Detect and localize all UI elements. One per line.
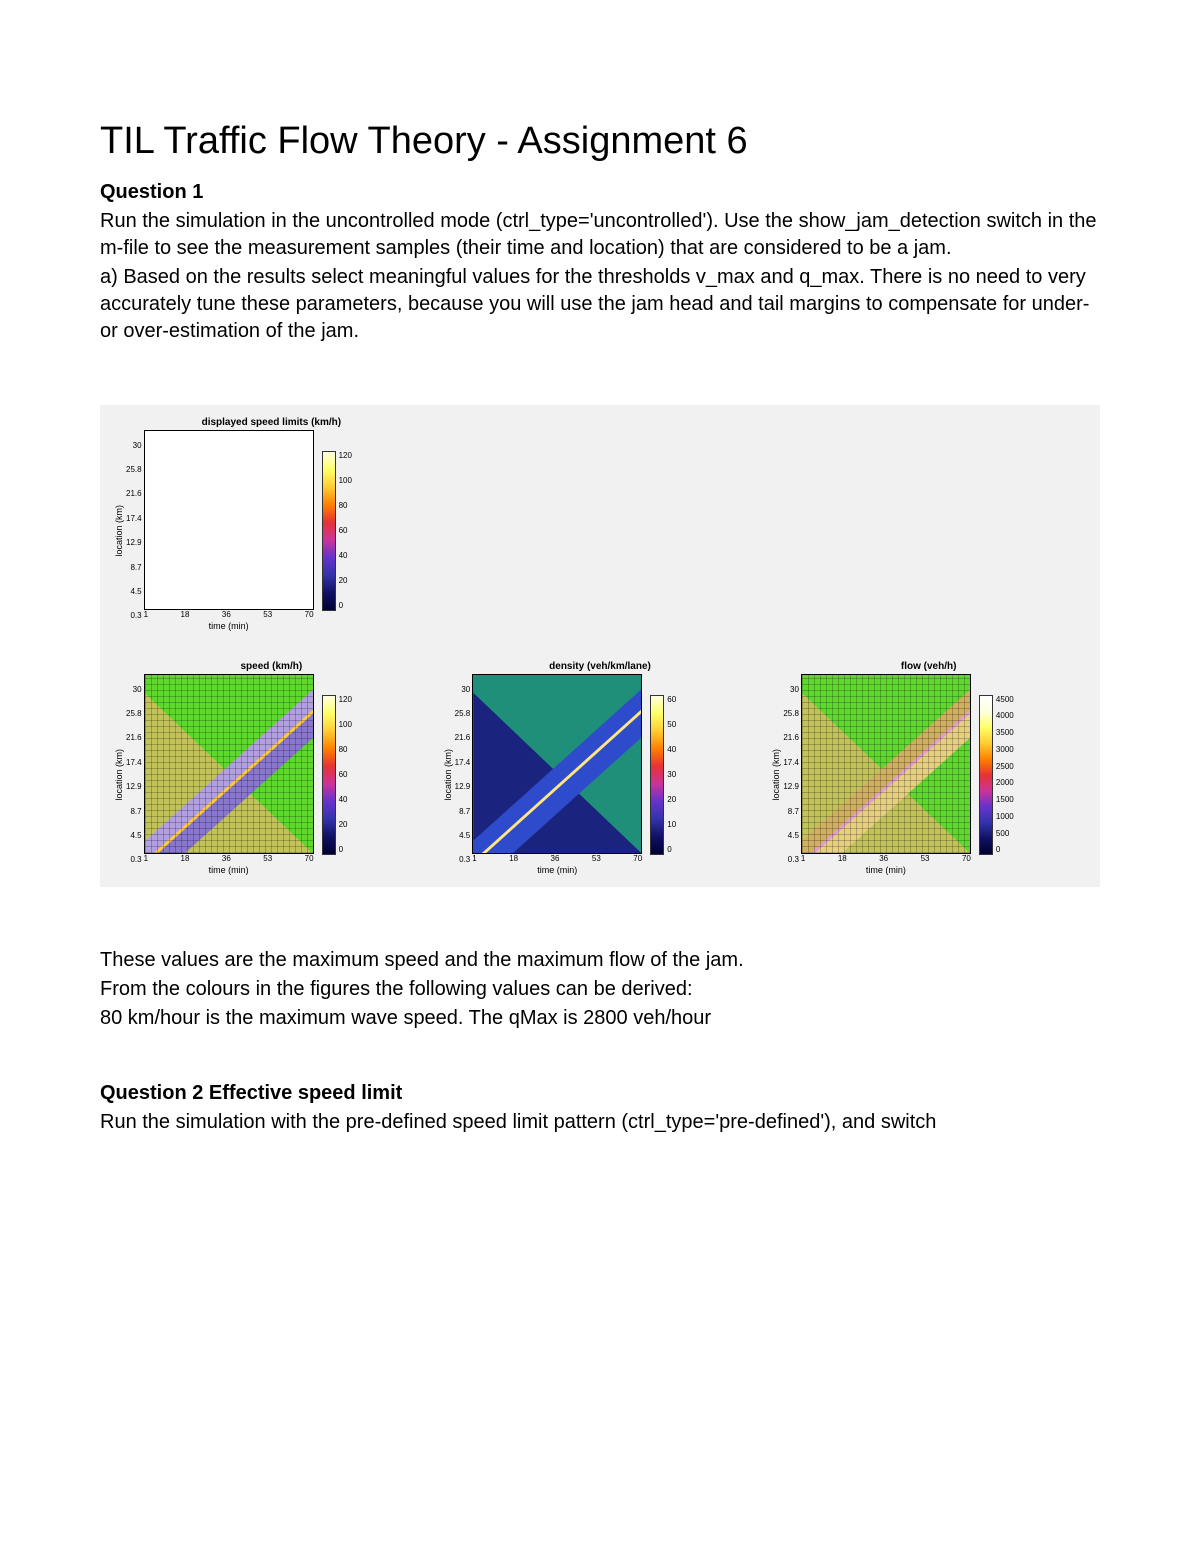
y-axis-label: location (km) (441, 749, 455, 801)
colorbar (979, 695, 993, 855)
plot-box (801, 674, 971, 854)
x-axis-label: time (min) (209, 865, 249, 875)
subplot-title: speed (km/h) (112, 661, 431, 672)
y-axis-ticks: 3025.821.617.412.98.74.50.3 (783, 685, 801, 865)
y-axis-ticks: 3025.821.617.412.98.74.50.3 (126, 685, 144, 865)
subplot-title: flow (veh/h) (769, 661, 1088, 672)
y-axis-ticks: 3025.821.617.412.98.74.50.3 (126, 441, 144, 621)
q1-paragraph-2: a) Based on the results select meaningfu… (100, 264, 1100, 345)
colorbar-ticks: 120100806040200 (339, 451, 352, 611)
answer-line-1: These values are the maximum speed and t… (100, 947, 1100, 974)
colorbar-ticks: 120100806040200 (339, 695, 352, 855)
plot-box-displayed (144, 430, 314, 610)
x-axis-ticks: 118365370 (144, 610, 314, 619)
colorbar (322, 695, 336, 855)
plot-box (472, 674, 642, 854)
y-axis-ticks: 3025.821.617.412.98.74.50.3 (455, 685, 473, 865)
colorbar (650, 695, 664, 855)
question-1-heading: Question 1 (100, 181, 1100, 204)
q1-paragraph-1: Run the simulation in the uncontrolled m… (100, 208, 1100, 262)
subplot-displayed-limits: displayed speed limits (km/h) location (… (112, 417, 431, 631)
colorbar-displayed (322, 451, 336, 611)
x-axis-ticks: 118365370 (144, 854, 314, 863)
x-axis-label: time (min) (209, 621, 249, 631)
subplot-density: density (veh/km/lane) location (km)3025.8… (441, 661, 760, 875)
q2-paragraph-1: Run the simulation with the pre-defined … (100, 1109, 1100, 1136)
answer-line-2: From the colours in the figures the foll… (100, 976, 1100, 1003)
matlab-figure-panel: displayed speed limits (km/h) location (… (100, 405, 1100, 887)
subplot-flow: flow (veh/h) location (km)3025.821.617.41… (769, 661, 1088, 875)
x-axis-ticks: 118365370 (801, 854, 971, 863)
plot-box (144, 674, 314, 854)
x-axis-label: time (min) (537, 865, 577, 875)
colorbar-ticks: 450040003500300025002000150010005000 (996, 695, 1014, 855)
subplot-title: displayed speed limits (km/h) (112, 417, 431, 428)
question-2-heading: Question 2 Effective speed limit (100, 1082, 1100, 1105)
x-axis-ticks: 118365370 (472, 854, 642, 863)
colorbar-ticks: 6050403020100 (667, 695, 676, 855)
answer-line-3: 80 km/hour is the maximum wave speed. Th… (100, 1005, 1100, 1032)
x-axis-label: time (min) (866, 865, 906, 875)
y-axis-label: location (km) (112, 749, 126, 801)
subplot-speed: speed (km/h) location (km)3025.821.617.41… (112, 661, 431, 875)
y-axis-label: location (km) (769, 749, 783, 801)
page-title: TIL Traffic Flow Theory - Assignment 6 (100, 120, 1100, 163)
y-axis-label: location (km) (112, 505, 126, 557)
subplot-title: density (veh/km/lane) (441, 661, 760, 672)
